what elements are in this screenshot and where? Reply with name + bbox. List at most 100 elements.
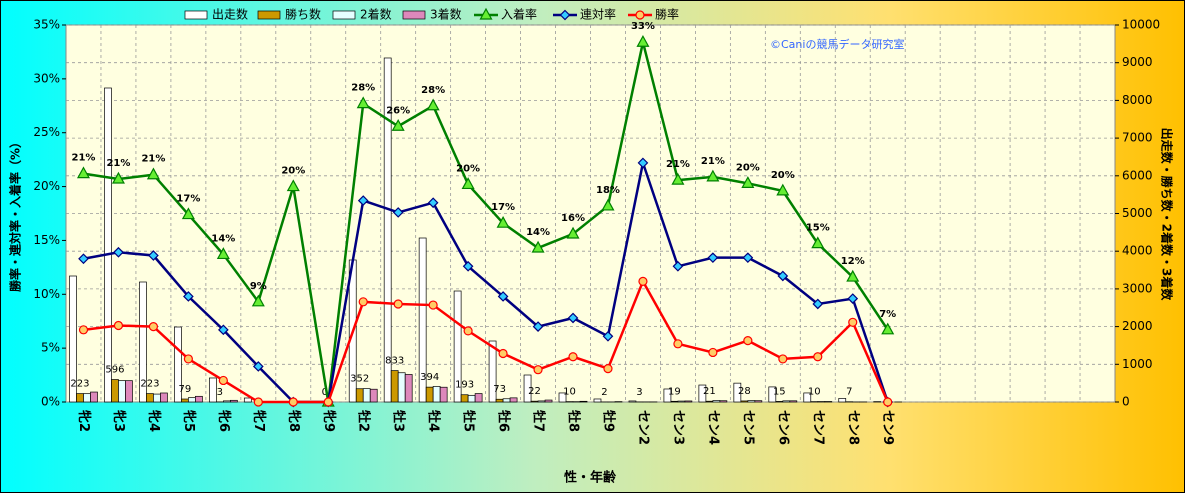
marker: [706, 169, 720, 182]
data-label: 19: [668, 386, 681, 397]
bar: [139, 281, 147, 403]
data-label: 9%: [250, 281, 267, 292]
x-tick-label: 牝5: [181, 410, 197, 432]
y2-tick-label: 2000: [1122, 319, 1153, 333]
bar: [782, 400, 791, 403]
bar: [747, 400, 756, 403]
marker: [707, 252, 719, 264]
marker: [881, 322, 895, 335]
data-label: 20%: [771, 170, 795, 181]
bar: [104, 87, 112, 403]
marker: [183, 291, 194, 302]
bar: [362, 388, 371, 403]
bar: [111, 379, 119, 403]
y2-tick-label: 6000: [1122, 168, 1153, 182]
x-tick-label: 牡9: [600, 410, 616, 432]
bar: [558, 392, 567, 403]
marker: [846, 269, 860, 282]
marker: [811, 236, 825, 249]
bar: [663, 388, 672, 403]
marker: [148, 322, 159, 332]
bar: [495, 398, 504, 403]
bar: [754, 400, 763, 403]
marker: [462, 260, 474, 272]
bar: [579, 400, 588, 403]
line: [83, 41, 889, 403]
marker: [566, 226, 580, 239]
data-label: 28%: [351, 83, 375, 94]
line: [83, 158, 889, 404]
x-tick-label: 牝2: [76, 410, 92, 432]
y-tick-label: 0%: [41, 395, 60, 409]
marker: [778, 354, 788, 364]
bar: [174, 326, 182, 403]
marker: [253, 397, 263, 407]
marker: [848, 317, 858, 327]
x-tick-label: セン2: [635, 410, 650, 445]
legend-swatch: [402, 10, 426, 20]
bar: [76, 393, 84, 403]
x-tick-label: 牝8: [286, 410, 302, 432]
bar: [719, 400, 728, 403]
data-label: 21%: [106, 158, 130, 169]
bar: [181, 398, 189, 403]
data-label: 20%: [456, 163, 480, 174]
bar: [789, 400, 798, 403]
bar: [425, 386, 434, 403]
marker: [323, 397, 333, 407]
marker: [111, 171, 125, 184]
marker: [708, 347, 718, 358]
y-tick-label: 5%: [41, 341, 60, 355]
legend-label: 2着数: [360, 7, 392, 22]
legend-swatch: [184, 10, 208, 20]
marker: [427, 197, 439, 209]
data-label: 7: [846, 387, 852, 398]
y2-tick-label: 7000: [1122, 131, 1153, 145]
data-label: 7%: [879, 309, 896, 320]
data-label: 28: [738, 386, 751, 397]
bar: [698, 384, 707, 403]
data-label: 10: [563, 387, 576, 398]
data-label: 22: [528, 386, 541, 397]
marker: [741, 176, 755, 188]
marker: [777, 270, 789, 282]
marker: [812, 298, 824, 310]
bar: [593, 398, 602, 403]
bar: [404, 374, 413, 403]
x-tick-label: 牝4: [146, 410, 162, 432]
legend-label: 入着率: [501, 7, 537, 22]
legend-label: 勝率: [655, 7, 679, 22]
x-tick-label: セン8: [845, 410, 860, 445]
marker: [218, 375, 228, 386]
data-label: 833: [385, 356, 404, 367]
marker: [531, 240, 545, 253]
bar: [90, 391, 98, 403]
bar: [243, 397, 252, 403]
bar: [453, 290, 462, 403]
marker: [357, 195, 369, 206]
marker: [286, 179, 300, 192]
bar: [125, 380, 133, 403]
x-tick-label: セン5: [740, 410, 755, 445]
marker: [463, 326, 473, 336]
bar: [369, 388, 378, 403]
x-tick-label: 牡7: [531, 410, 547, 432]
marker: [603, 364, 613, 374]
marker: [742, 252, 754, 264]
marker: [847, 293, 859, 304]
marker: [496, 215, 510, 228]
data-label: 14%: [526, 227, 550, 238]
marker: [568, 352, 578, 362]
bar: [677, 400, 686, 403]
bar: [397, 372, 406, 403]
data-label: 15: [773, 386, 786, 397]
y2-tick-label: 1000: [1122, 357, 1153, 371]
marker: [635, 10, 645, 20]
bar: [712, 400, 721, 403]
x-tick-label: 牡6: [496, 410, 512, 432]
y2-tick-label: 0: [1122, 395, 1130, 409]
bar: [502, 398, 511, 403]
bar: [69, 275, 77, 403]
y2-tick-label: 9000: [1122, 55, 1153, 69]
marker: [601, 198, 615, 211]
